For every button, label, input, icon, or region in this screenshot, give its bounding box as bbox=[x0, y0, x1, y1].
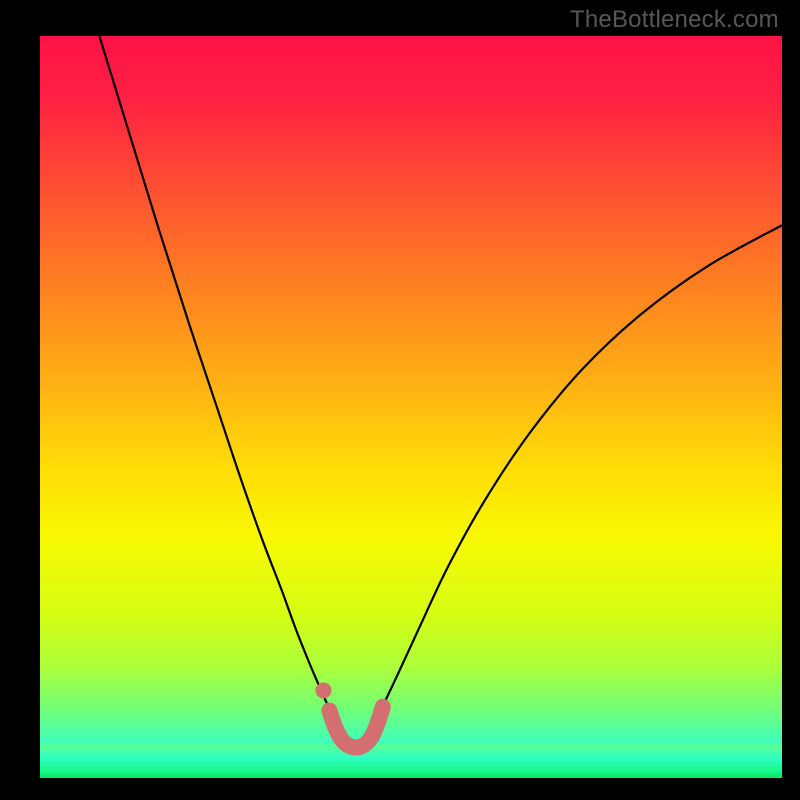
watermark-text: TheBottleneck.com bbox=[570, 6, 779, 34]
green-band bbox=[40, 745, 782, 778]
chart-plot bbox=[40, 36, 782, 778]
pink-dot bbox=[315, 682, 331, 698]
gradient-background bbox=[40, 36, 782, 778]
